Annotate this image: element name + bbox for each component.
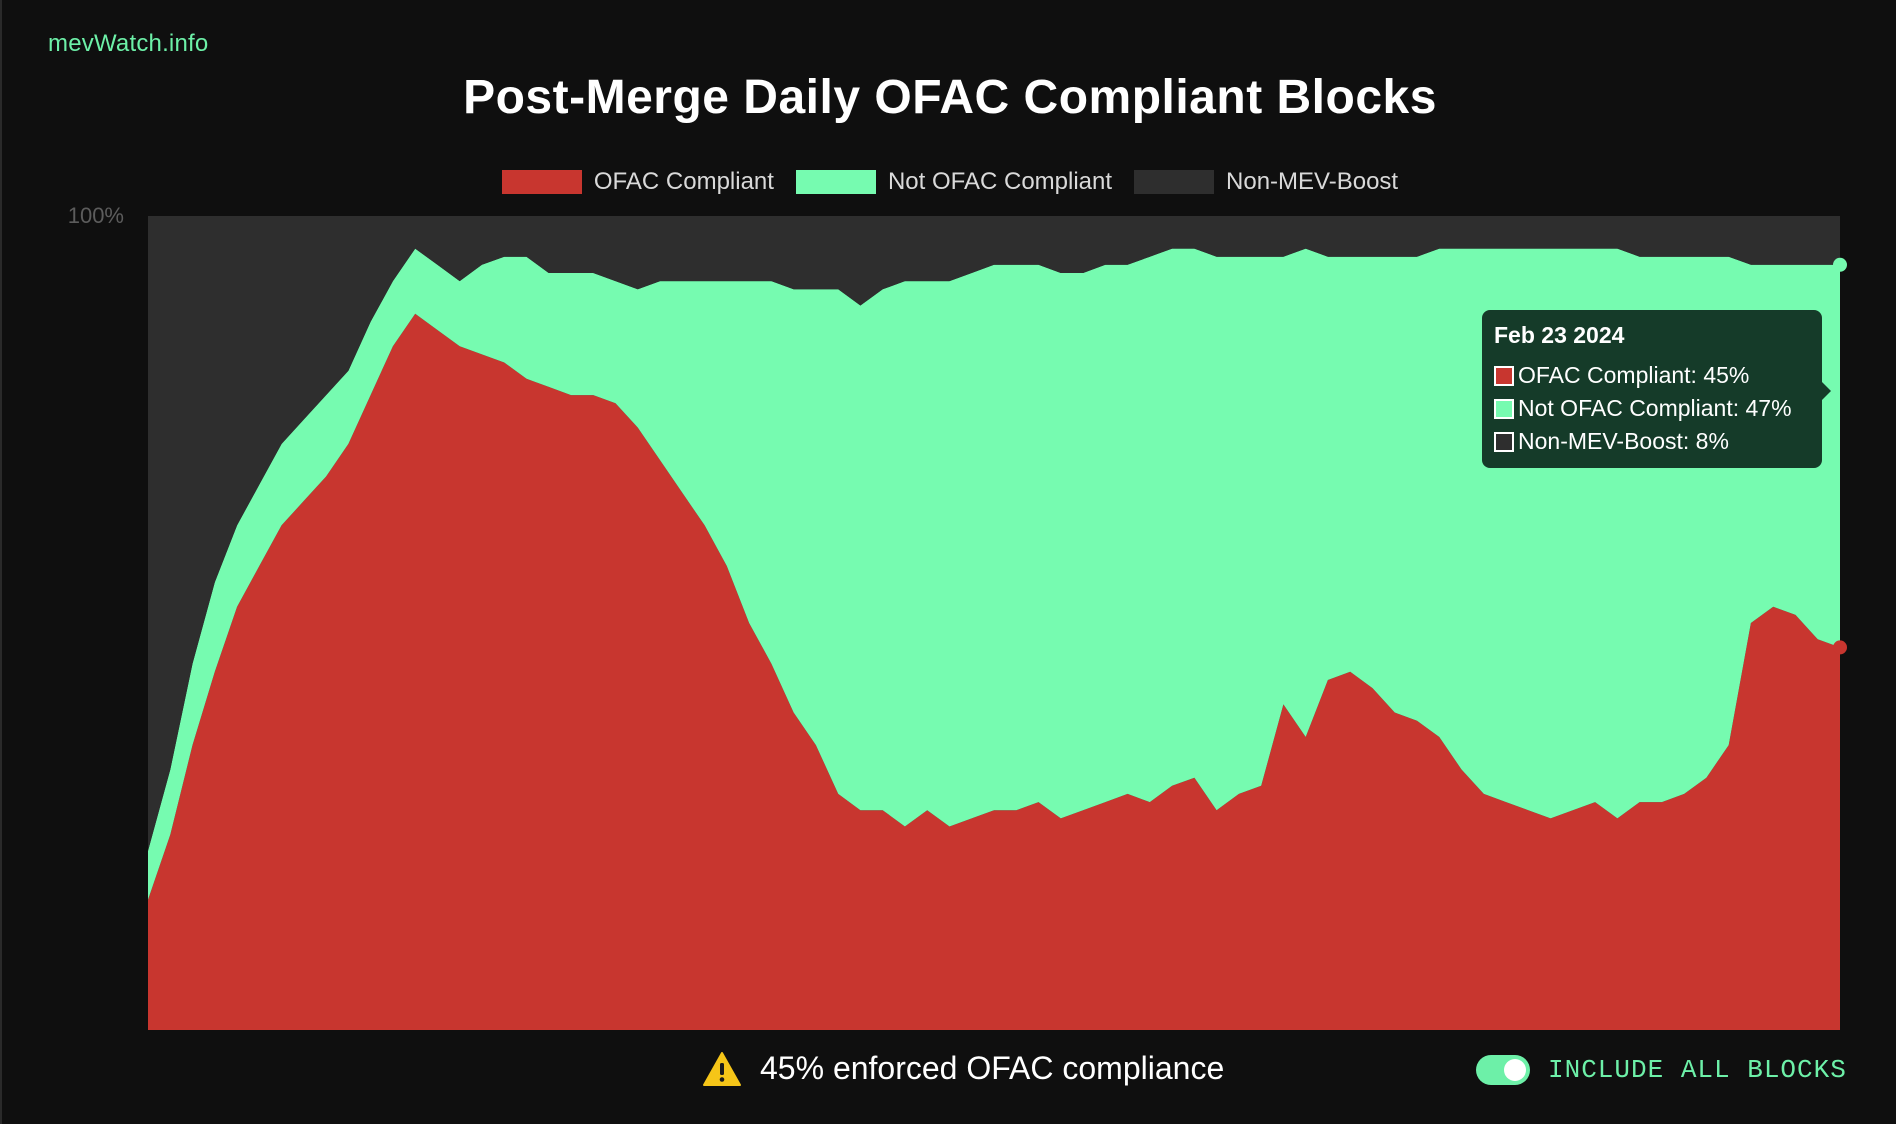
toggle-switch[interactable] bbox=[1476, 1055, 1530, 1085]
warning-icon bbox=[703, 1051, 741, 1086]
tooltip-swatch-not-ofac-compliant bbox=[1494, 398, 1514, 419]
tooltip-row-non-mev-boost: Non-MEV-Boost: 8% bbox=[1494, 425, 1810, 458]
legend-swatch-ofac-compliant bbox=[501, 170, 582, 194]
marker-not-ofac-compliant bbox=[1833, 257, 1847, 272]
toggle-label: INCLUDE ALL BLOCKS bbox=[1548, 1055, 1847, 1085]
legend-label-not-ofac-compliant: Not OFAC Compliant bbox=[887, 168, 1113, 195]
legend-label-non-mev-boost: Non-MEV-Boost bbox=[1226, 168, 1399, 195]
tooltip-row-ofac-compliant: OFAC Compliant: 45% bbox=[1494, 359, 1810, 392]
tooltip-value-non-mev-boost: Non-MEV-Boost: 8% bbox=[1518, 428, 1729, 454]
toggle-knob bbox=[1504, 1059, 1526, 1081]
area-non-mev-boost[interactable] bbox=[148, 216, 1840, 851]
tooltip-swatch-non-mev-boost bbox=[1494, 431, 1514, 452]
chart-legend: OFAC Compliant Not OFAC Compliant Non-ME… bbox=[2, 168, 1896, 196]
hover-markers bbox=[1833, 257, 1847, 655]
legend-label-ofac-compliant: OFAC Compliant bbox=[593, 168, 774, 195]
chart-tooltip: Feb 23 2024 OFAC Compliant: 45% Not OFAC… bbox=[1482, 310, 1831, 468]
legend-swatch-non-mev-boost bbox=[1134, 170, 1215, 194]
tooltip-caret bbox=[1822, 382, 1831, 400]
tooltip-swatch-ofac-compliant bbox=[1494, 365, 1514, 386]
stacked-areas bbox=[148, 216, 1840, 1030]
include-all-blocks-toggle[interactable]: INCLUDE ALL BLOCKS bbox=[1476, 1055, 1847, 1085]
y-tick-label-100: 100% bbox=[68, 203, 124, 228]
tooltip-value-not-ofac-compliant: Not OFAC Compliant: 47% bbox=[1518, 395, 1792, 421]
tooltip-date: Feb 23 2024 bbox=[1494, 322, 1625, 348]
marker-ofac-compliant bbox=[1833, 640, 1847, 655]
legend-item-non-mev-boost[interactable]: Non-MEV-Boost bbox=[1134, 168, 1398, 196]
compliance-warning-text: 45% enforced OFAC compliance bbox=[760, 1050, 1225, 1086]
tooltip-row-not-ofac-compliant: Not OFAC Compliant: 47% bbox=[1494, 392, 1810, 425]
legend-swatch-not-ofac-compliant bbox=[795, 170, 876, 194]
area-not-ofac-compliant[interactable] bbox=[148, 248, 1840, 900]
compliance-warning: 45% enforced OFAC compliance bbox=[702, 1050, 1224, 1087]
tooltip-value-ofac-compliant: OFAC Compliant: 45% bbox=[1518, 362, 1750, 388]
chart-title: Post-Merge Daily OFAC Compliant Blocks bbox=[463, 71, 1437, 124]
legend-item-not-ofac-compliant[interactable]: Not OFAC Compliant bbox=[795, 168, 1113, 196]
area-ofac-compliant[interactable] bbox=[148, 313, 1840, 1030]
brand-link[interactable]: mevWatch.info bbox=[48, 30, 209, 57]
legend-item-ofac-compliant[interactable]: OFAC Compliant bbox=[501, 168, 774, 196]
